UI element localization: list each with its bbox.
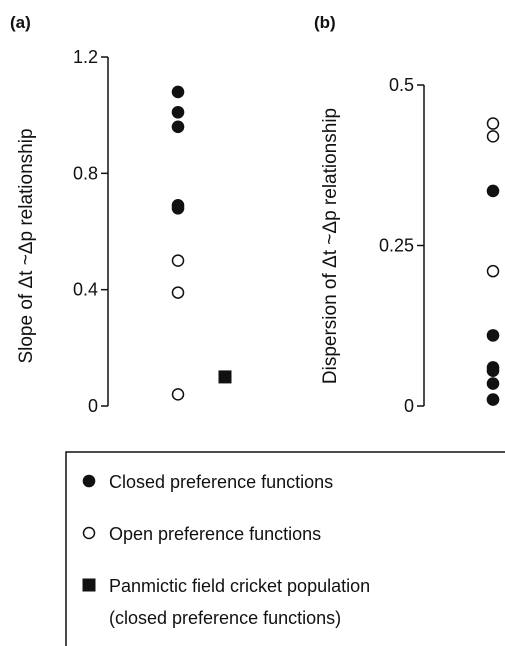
panel-b-label: (b) bbox=[314, 13, 336, 32]
panel-a-filled-circle-point bbox=[171, 120, 185, 134]
panel-a-y-tick-label: 1.2 bbox=[73, 47, 98, 67]
legend-item-label: Panmictic field cricket population bbox=[109, 576, 370, 596]
panel-b-y-tick-label: 0.25 bbox=[379, 236, 414, 256]
panel-a-y-tick-label: 0.8 bbox=[73, 163, 98, 183]
legend-item-filled-circle: Closed preference functions bbox=[82, 472, 333, 492]
legend-item-label: Closed preference functions bbox=[109, 472, 333, 492]
panel-b-filled-circle-point bbox=[486, 184, 500, 198]
panel-a-y-tick-label: 0 bbox=[88, 396, 98, 416]
legend-item-label: Open preference functions bbox=[109, 524, 321, 544]
panel-a-open-circle-point bbox=[171, 286, 185, 299]
panel-b: (b) Dispersion of Δt ~Δp relationship 00… bbox=[314, 13, 500, 416]
panel-b-filled-circle-point bbox=[486, 393, 500, 406]
panel-b-open-circle-point bbox=[486, 117, 500, 130]
panel-b-open-circle-point bbox=[486, 130, 500, 143]
panel-a-filled-circle-point bbox=[171, 105, 185, 119]
panel-b-filled-circle-point bbox=[486, 377, 500, 390]
legend: Closed preference functions Open preferen… bbox=[65, 451, 505, 646]
panel-b-y-axis: 0 0.25 0.5 bbox=[379, 75, 425, 416]
panel-b-open-circle-point bbox=[486, 264, 500, 278]
legend-marker-filled-square bbox=[82, 578, 96, 592]
panel-b-y-tick-label: 0.5 bbox=[389, 75, 414, 95]
panel-b-y-axis-label: Dispersion of Δt ~Δp relationship bbox=[320, 108, 341, 384]
panel-b-y-tick-label: 0 bbox=[404, 396, 414, 416]
panel-a-y-tick-label: 0.4 bbox=[73, 280, 98, 300]
panel-a-y-axis: 0 0.4 0.8 1.2 bbox=[73, 47, 109, 416]
panel-a-label: (a) bbox=[10, 13, 31, 32]
legend-item-filled-square: Panmictic field cricket population (close… bbox=[82, 576, 370, 628]
panel-a-y-axis-label: Slope of Δt ~Δp relationship bbox=[16, 128, 37, 363]
panel-a: (a) Slope of Δt ~Δp relationship 0 0.4 0.8… bbox=[10, 13, 232, 416]
panel-b-filled-circle-point bbox=[486, 329, 500, 342]
legend-marker-open-circle bbox=[82, 526, 96, 540]
panel-b-markers bbox=[486, 117, 500, 406]
panel-a-filled-circle-point bbox=[171, 201, 185, 215]
panel-a-filled-circle-point bbox=[171, 85, 185, 99]
legend-item-label: (closed preference functions) bbox=[109, 608, 341, 628]
panel-a-markers bbox=[171, 85, 232, 401]
panel-a-open-circle-point bbox=[171, 388, 185, 401]
panel-a-filled-square-point bbox=[218, 370, 232, 384]
legend-marker-filled-circle bbox=[82, 474, 96, 488]
panel-a-open-circle-point bbox=[171, 254, 185, 267]
panel-b-filled-circle-point bbox=[486, 364, 500, 377]
legend-item-open-circle: Open preference functions bbox=[82, 524, 321, 544]
legend-frame bbox=[65, 451, 505, 646]
